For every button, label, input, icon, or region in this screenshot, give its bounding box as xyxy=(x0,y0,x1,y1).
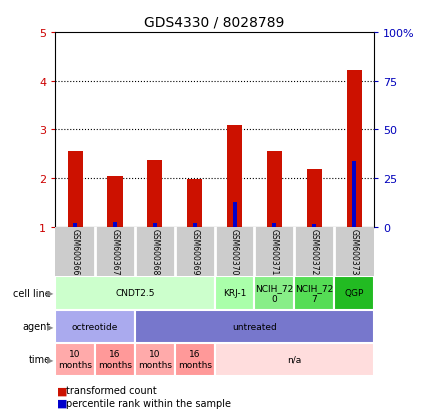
Bar xyxy=(187,180,202,227)
Bar xyxy=(135,343,175,376)
Text: n/a: n/a xyxy=(287,355,301,364)
Text: ▶: ▶ xyxy=(47,322,53,331)
Text: 16
months: 16 months xyxy=(98,350,132,369)
Bar xyxy=(307,170,322,227)
Text: untreated: untreated xyxy=(232,322,277,331)
Bar xyxy=(193,224,197,227)
Bar xyxy=(68,152,83,227)
Text: GSM600371: GSM600371 xyxy=(270,229,279,275)
Bar xyxy=(55,343,95,376)
Text: ■: ■ xyxy=(57,385,68,395)
Text: NCIH_72
7: NCIH_72 7 xyxy=(295,284,333,303)
Text: CNDT2.5: CNDT2.5 xyxy=(115,289,155,298)
Bar xyxy=(227,125,242,227)
Text: time: time xyxy=(29,354,51,364)
Bar xyxy=(294,277,334,310)
Bar xyxy=(312,224,316,227)
Bar xyxy=(175,343,215,376)
Bar xyxy=(352,161,356,227)
Text: GSM600370: GSM600370 xyxy=(230,229,239,275)
Text: transformed count: transformed count xyxy=(66,385,157,395)
Text: ▶: ▶ xyxy=(47,355,53,364)
Text: GSM600367: GSM600367 xyxy=(110,229,119,275)
Bar xyxy=(135,310,374,343)
Text: percentile rank within the sample: percentile rank within the sample xyxy=(66,398,231,408)
Bar xyxy=(55,277,215,310)
Text: QGP: QGP xyxy=(344,289,364,298)
Text: ▶: ▶ xyxy=(47,289,53,298)
Bar xyxy=(267,152,282,227)
Text: GSM600373: GSM600373 xyxy=(350,229,359,275)
Title: GDS4330 / 8028789: GDS4330 / 8028789 xyxy=(144,15,285,29)
Bar xyxy=(232,203,237,227)
Text: 10
months: 10 months xyxy=(58,350,92,369)
Bar xyxy=(334,277,374,310)
Bar xyxy=(272,223,276,227)
Text: GSM600366: GSM600366 xyxy=(71,229,79,275)
Text: GSM600369: GSM600369 xyxy=(190,229,199,275)
Text: GSM600368: GSM600368 xyxy=(150,229,159,275)
Text: ■: ■ xyxy=(57,398,68,408)
Bar xyxy=(108,176,122,227)
Text: 16
months: 16 months xyxy=(178,350,212,369)
Bar xyxy=(255,277,294,310)
Text: octreotide: octreotide xyxy=(72,322,118,331)
Text: NCIH_72
0: NCIH_72 0 xyxy=(255,284,294,303)
Bar xyxy=(215,277,255,310)
Text: agent: agent xyxy=(23,321,51,331)
Text: GSM600372: GSM600372 xyxy=(310,229,319,275)
Bar xyxy=(147,160,162,227)
Bar xyxy=(73,223,77,227)
Bar xyxy=(153,223,157,227)
Bar xyxy=(113,222,117,227)
Text: 10
months: 10 months xyxy=(138,350,172,369)
Bar xyxy=(55,310,135,343)
Bar xyxy=(346,71,362,227)
Text: KRJ-1: KRJ-1 xyxy=(223,289,246,298)
Bar xyxy=(95,343,135,376)
Text: cell line: cell line xyxy=(13,288,51,298)
Bar xyxy=(215,343,374,376)
